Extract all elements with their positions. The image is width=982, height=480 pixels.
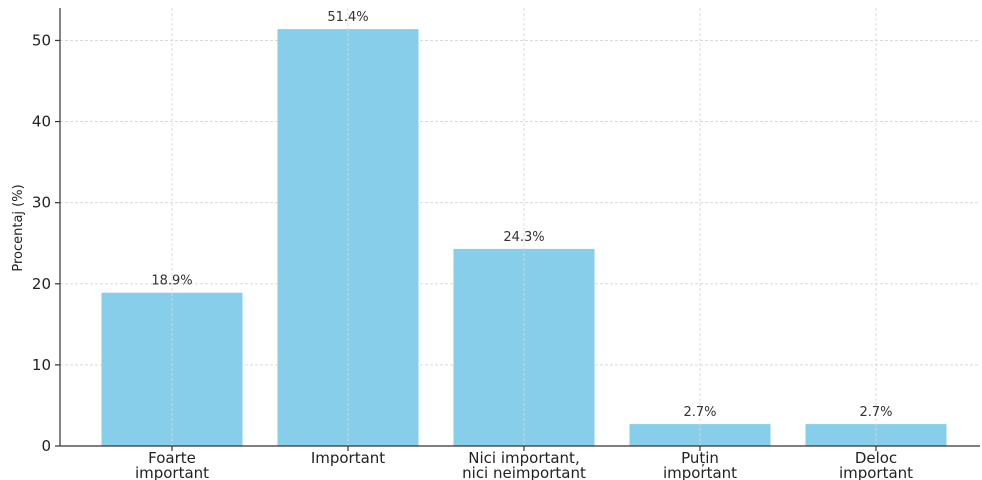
data-label: 2.7%	[683, 405, 716, 420]
data-label: 2.7%	[859, 405, 892, 420]
y-tick-label: 30	[32, 194, 51, 212]
y-tick-label: 20	[32, 275, 51, 293]
y-tick-label: 40	[32, 113, 51, 131]
x-tick-label: Puțin important	[663, 449, 737, 480]
data-label: 51.4%	[327, 10, 368, 25]
x-tick-label-line: nici neimportant	[462, 464, 586, 480]
x-tick-label-line: important	[839, 464, 913, 480]
x-tick-label-line: Deloc	[855, 449, 897, 467]
x-tick-label-line: Foarte	[148, 449, 196, 467]
x-tick-label-line: Important	[311, 449, 385, 467]
x-tick-label: Foarte important	[135, 449, 209, 480]
y-axis-title: Procentaj (%)	[11, 184, 26, 271]
x-tick-label: Nici important, nici neimportant	[462, 449, 586, 480]
x-tick-label-line: Puțin	[681, 449, 719, 467]
x-tick-label-line: Nici important,	[468, 449, 579, 467]
y-tick-label: 0	[41, 437, 51, 455]
y-tick-label: 10	[32, 356, 51, 374]
x-tick-label-line: important	[663, 464, 737, 480]
x-tick-label: Important	[311, 449, 385, 467]
data-labels: 18.9% 51.4% 24.3% 2.7% 2.7%	[151, 10, 892, 420]
data-label: 24.3%	[503, 230, 544, 245]
x-tick-label: Deloc important	[839, 449, 913, 480]
axes	[59, 8, 980, 447]
x-tick-label-line: important	[135, 464, 209, 480]
y-tick-label: 50	[32, 31, 51, 49]
y-axis-ticks: 0 10 20 30 40 50	[32, 31, 60, 455]
data-label: 18.9%	[151, 274, 192, 289]
